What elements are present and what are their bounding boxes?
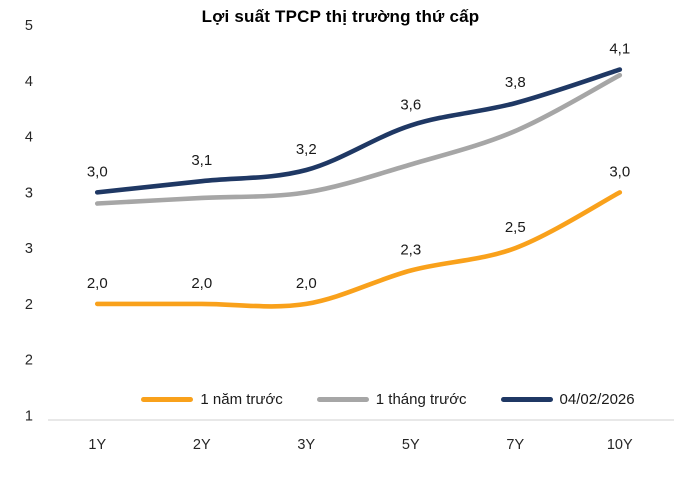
data-label-series-2: 3,2 [296, 141, 317, 158]
data-label-series-0: 3,0 [609, 163, 630, 180]
series-line-0 [94, 190, 623, 309]
x-axis-tick-label: 2Y [193, 437, 211, 453]
legend-label: 04/02/2026 [559, 390, 635, 408]
data-label-series-0: 2,0 [191, 275, 212, 292]
legend-label: 1 tháng trước [375, 390, 467, 408]
legend-item-2: 04/02/2026 [500, 390, 635, 408]
y-axis-tick-label: 2 [25, 297, 33, 313]
data-label-series-2: 3,0 [87, 163, 108, 180]
data-label-series-2: 3,6 [400, 96, 421, 113]
x-axis-tick-label: 7Y [506, 437, 524, 453]
data-label-series-2: 4,1 [609, 41, 630, 58]
legend-swatch-icon [500, 396, 553, 402]
x-axis-tick-label: 1Y [88, 437, 106, 453]
y-axis-tick-label: 3 [25, 185, 33, 201]
data-label-series-0: 2,0 [87, 275, 108, 292]
y-axis-tick-label: 5 [25, 18, 33, 34]
x-axis-tick-label: 5Y [402, 437, 420, 453]
data-label-series-0: 2,5 [505, 219, 526, 236]
chart-title: Lợi suất TPCP thị trường thứ cấp [201, 7, 480, 26]
y-axis-tick-label: 4 [25, 74, 33, 90]
legend-item-1: 1 tháng trước [316, 390, 467, 408]
x-axis-tick-label: 10Y [607, 437, 633, 453]
y-axis-tick-label: 4 [25, 130, 33, 146]
y-axis-tick-label: 3 [25, 241, 33, 257]
legend-swatch-icon [141, 396, 194, 402]
legend-label: 1 năm trước [200, 390, 283, 408]
data-label-series-0: 2,0 [296, 275, 317, 292]
y-axis-tick-label: 2 [25, 353, 33, 369]
y-axis-tick-label: 1 [25, 409, 33, 425]
series-line-1 [94, 72, 623, 206]
chart-legend: 1 năm trước 1 tháng trước 04/02/2026 [95, 386, 681, 412]
legend-swatch-icon [316, 396, 369, 402]
data-label-series-2: 3,1 [191, 152, 212, 169]
legend-item-0: 1 năm trước [141, 390, 283, 408]
data-label-series-2: 3,8 [505, 74, 526, 91]
series-line-2 [94, 67, 623, 195]
data-label-series-0: 2,3 [400, 241, 421, 258]
x-axis-tick-label: 3Y [297, 437, 315, 453]
